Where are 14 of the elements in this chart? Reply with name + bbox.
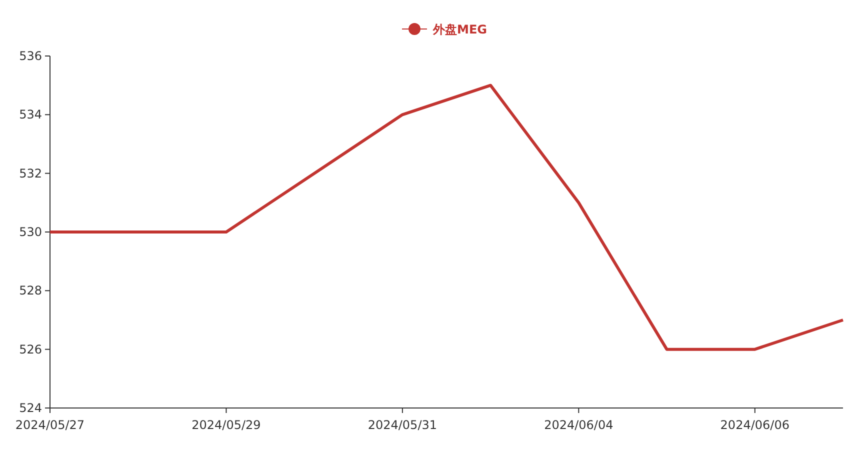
y-tick-label: 530 xyxy=(19,225,42,239)
x-tick-label: 2024/06/04 xyxy=(544,418,614,432)
y-tick-label: 534 xyxy=(19,108,42,122)
y-tick-label: 536 xyxy=(19,49,42,63)
y-tick-label: 524 xyxy=(19,401,42,415)
x-tick-label: 2024/05/31 xyxy=(368,418,438,432)
y-tick-label: 532 xyxy=(19,166,42,180)
x-tick-label: 2024/05/29 xyxy=(192,418,261,432)
x-tick-label: 2024/06/06 xyxy=(720,418,790,432)
legend-label: 外盘MEG xyxy=(432,22,487,36)
line-series xyxy=(48,84,844,351)
y-tick-label: 526 xyxy=(19,342,42,356)
x-tick-label: 2024/05/27 xyxy=(15,418,85,432)
y-tick-label: 528 xyxy=(19,284,42,298)
